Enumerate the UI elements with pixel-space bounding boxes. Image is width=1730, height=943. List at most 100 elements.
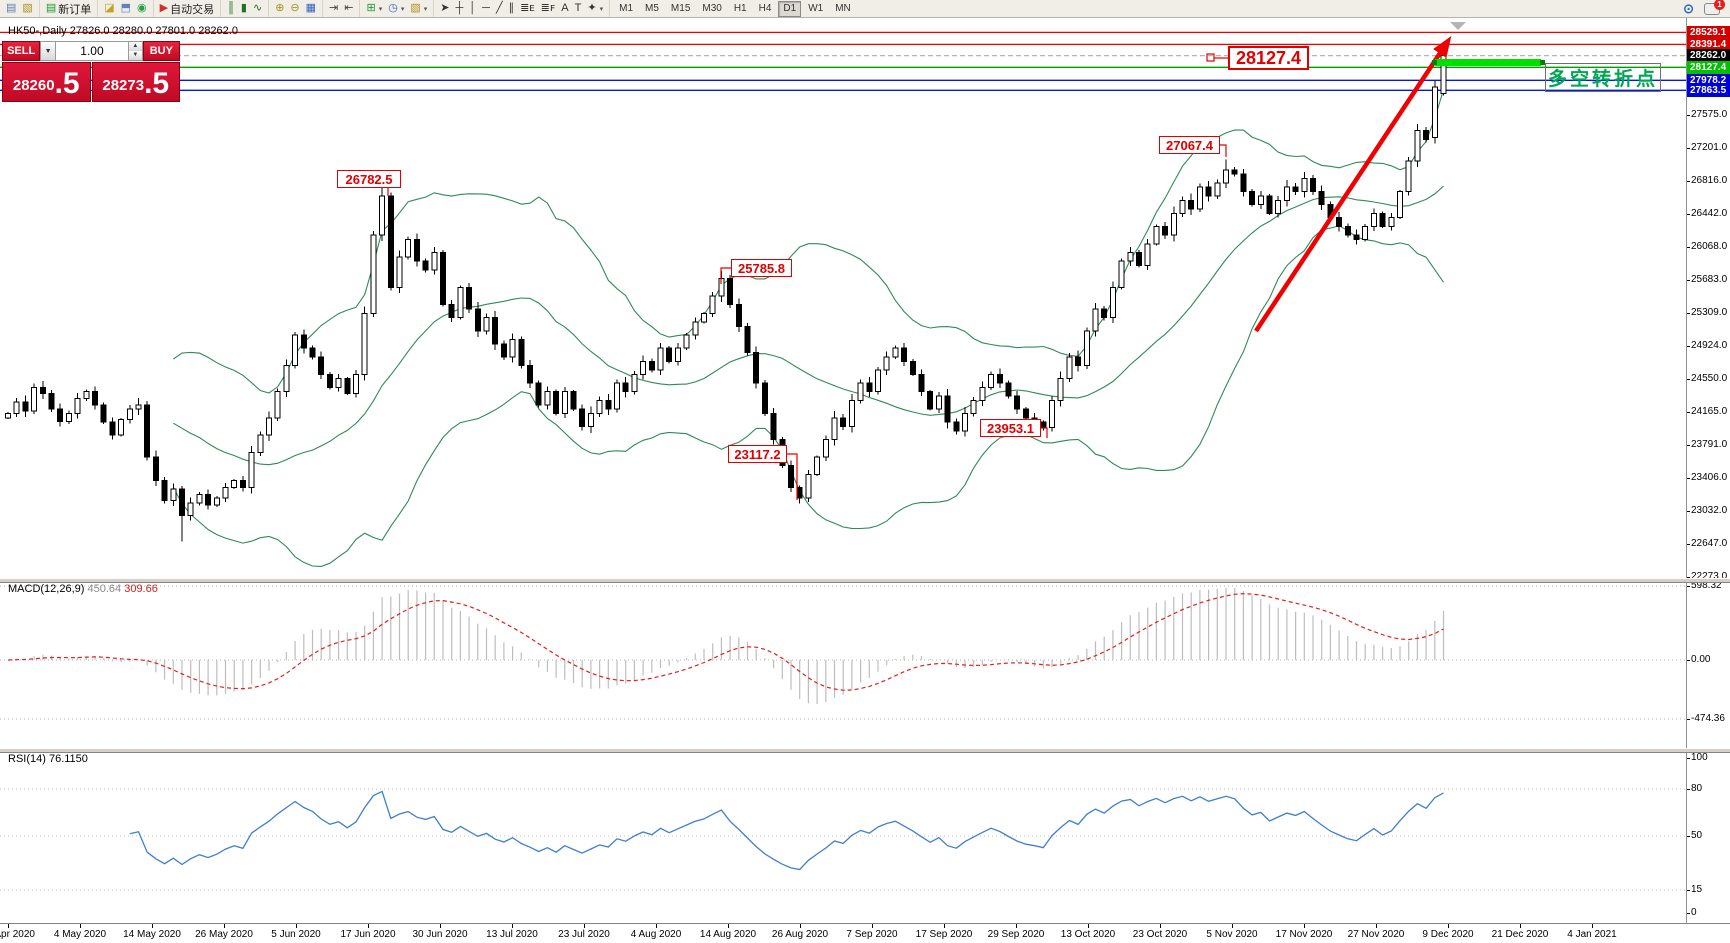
price-axis[interactable]: 27575.0 27201.0 26816.0 26442.0 26068.0 25683… [1687,17,1730,923]
price-annotation[interactable]: 26782.5 [337,170,401,188]
date-axis[interactable]: 20 Apr 2020 4 May 2020 14 May 2020 26 May 2… [0,924,1687,943]
price-annotation[interactable]: 28127.4 [1228,46,1309,70]
date-label: 23 Jul 2020 [558,929,610,940]
ask-price[interactable]: 28273.5 [91,62,180,102]
volume-input[interactable] [55,41,129,61]
timeframe-d1[interactable]: D1 [778,0,802,17]
bid-price[interactable]: 28260.5 [2,62,91,102]
timeframe-mn[interactable]: MN [835,2,851,14]
price-annotation[interactable]: 23953.1 [980,419,1041,437]
volume-down-icon[interactable]: ▼ [128,51,142,60]
turning-point-text-box[interactable]: 多空转折点 [1545,63,1661,92]
zoom-out-icon: ⊖ [290,2,300,14]
highlight-bar-handle[interactable] [1540,60,1545,65]
toolbar-button-label: 新订单 [58,3,92,16]
label-button[interactable]: T [572,1,585,16]
rsi-panel-splitter[interactable] [0,748,1730,753]
chart-shift-button[interactable]: ⇤ [341,1,356,16]
search-icon[interactable]: ⊙ [1683,0,1694,16]
timeframe-m1[interactable]: M1 [619,2,634,14]
rsi-line [129,790,1444,871]
autotrading-button[interactable]: ▶ 自动交易 [157,1,217,16]
date-label: 14 May 2020 [123,929,181,940]
axis-tick [1687,660,1690,661]
shapes-icon: ✦ [587,2,597,14]
indicators-button[interactable]: ⊞ ▾ [363,1,385,16]
chat-icon[interactable]: 1 [1704,0,1725,15]
fibo-expansion-button[interactable]: ≣ꜰ [538,1,559,16]
zoom-in-button[interactable]: ⊕ [272,1,287,16]
date-label: 26 May 2020 [195,929,253,940]
tile-windows-button[interactable]: ▦ [303,1,319,16]
new-chart-button[interactable]: ▤ [3,1,19,16]
horizontal-line-button[interactable]: ─ [479,1,493,16]
trendline-button[interactable]: ╱ [493,1,506,16]
vertical-line-button[interactable]: │ [466,1,479,16]
highlight-bar[interactable] [1435,59,1541,66]
candlestick-button[interactable]: ▮ [238,1,250,16]
annotation-connector [787,453,798,500]
line-chart-button[interactable]: ∿ [250,1,265,16]
main-toolbar: ▤ ▧ ▤ 新订单 ◪ ⬒ ◉ ▶ 自动交易 ║ ▮ ∿ ⊕ ⊖ ▦ ⇥ ⇤ ⊞ ▾ ◷ ▾ ▧ ▾ ➤ ┼ │ ─ ╱ ∥ ≣ᴇ ≣ꜰ A T… [0,0,1730,18]
sell-button[interactable]: SELL [2,41,41,61]
chart-profiles-button[interactable]: ▧ [19,1,35,16]
timeframe-h1[interactable]: H1 [733,2,747,14]
fibo-retracement-button[interactable]: ≣ᴇ [517,1,538,16]
buy-button[interactable]: BUY [142,41,180,61]
vertical-line-icon: │ [469,2,477,14]
periods-icon: ◷ [388,2,398,14]
shapes-button[interactable]: ✦ ▾ [584,1,606,16]
cursor-button[interactable]: ➤ [437,1,452,16]
volume-dropdown-button[interactable]: ▼ [40,41,56,61]
bar-chart-button[interactable]: ║ [224,1,238,16]
publish-button[interactable]: ⬒ [118,1,134,16]
timeframe-w1[interactable]: W1 [808,2,824,14]
style-button[interactable]: ◪ [101,1,117,16]
text-button[interactable]: A [558,1,571,16]
periods-button[interactable]: ◷ ▾ [385,1,407,16]
channel-button[interactable]: ∥ [506,1,518,16]
tile-windows-icon: ▦ [305,2,317,14]
price-annotation[interactable]: 27067.4 [1159,136,1220,154]
volume-up-icon[interactable]: ▲ [128,42,142,51]
new-order-button[interactable]: ▤ 新订单 [43,1,94,16]
fibo-retracement-icon: ≣ᴇ [520,2,535,14]
timeframe-m5[interactable]: M5 [645,2,659,14]
volume-stepper[interactable]: ▲ ▼ [128,41,143,61]
price-tick-label: 26816.0 [1691,175,1728,187]
timeframe-m15[interactable]: M15 [670,2,691,14]
axis-tick [1687,312,1690,314]
bollinger-middle [173,185,1444,466]
date-label: 17 Sep 2020 [915,929,973,940]
indicators-icon: ⊞ [366,2,376,14]
date-label: 4 May 2020 [53,929,107,940]
date-tick [1232,924,1233,928]
date-label: 7 Sep 2020 [846,929,898,940]
date-label: 23 Oct 2020 [1132,929,1188,940]
macd-panel-splitter[interactable] [0,578,1730,583]
date-label: 4 Jan 2021 [1567,929,1617,940]
annotation-connector [1041,427,1048,438]
price-annotation[interactable]: 25785.8 [731,259,792,277]
timeframe-m30[interactable]: M30 [702,2,722,14]
date-label: 9 Dec 2020 [1422,929,1474,940]
signal-button[interactable]: ◉ [134,1,150,16]
axis-tick [1687,789,1690,790]
trend-arrow[interactable] [1254,35,1452,333]
annotation-handle[interactable] [1206,53,1215,62]
templates-button[interactable]: ▧ ▾ [407,1,430,16]
axis-tick [1687,586,1690,587]
fibo-expansion-icon: ≣ꜰ [540,2,556,14]
highlight-bar-handle[interactable] [1432,60,1437,65]
indicator-tick-label: 15 [1691,884,1703,895]
annotation-connector [720,267,731,284]
shift-marker-icon[interactable] [1450,22,1466,30]
crosshair-button[interactable]: ┼ [452,1,466,16]
axis-tick [1687,478,1690,480]
price-annotation[interactable]: 23117.2 [728,445,787,463]
zoom-out-button[interactable]: ⊖ [287,1,302,16]
date-label: 27 Nov 2020 [1347,929,1405,940]
timeframe-h4[interactable]: H4 [758,2,772,14]
auto-scroll-button[interactable]: ⇥ [326,1,341,16]
